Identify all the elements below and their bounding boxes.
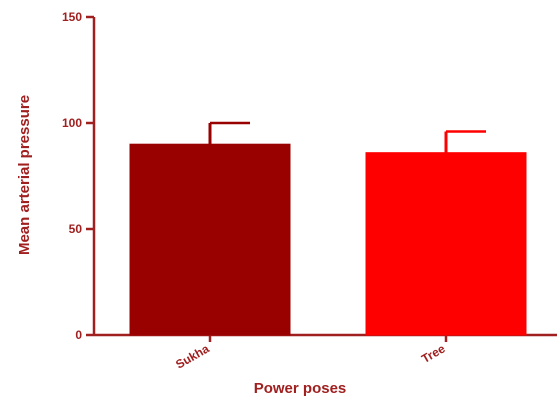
x-tick-label: Sukha xyxy=(173,341,211,371)
y-tick-label: 0 xyxy=(75,328,82,342)
y-axis-title: Mean arterial pressure xyxy=(16,95,33,255)
bar xyxy=(365,152,527,336)
y-axis: 0 50 100 150 xyxy=(62,10,96,342)
y-tick-label: 150 xyxy=(62,10,82,24)
x-tick-label: Tree xyxy=(419,341,448,366)
bars xyxy=(129,143,527,336)
bar xyxy=(129,143,291,336)
x-axis-title: Power poses xyxy=(254,380,347,397)
x-axis: Sukha Tree xyxy=(94,333,557,372)
y-tick-label: 100 xyxy=(62,116,82,130)
error-bars xyxy=(208,121,486,153)
y-tick-label: 50 xyxy=(69,222,83,236)
